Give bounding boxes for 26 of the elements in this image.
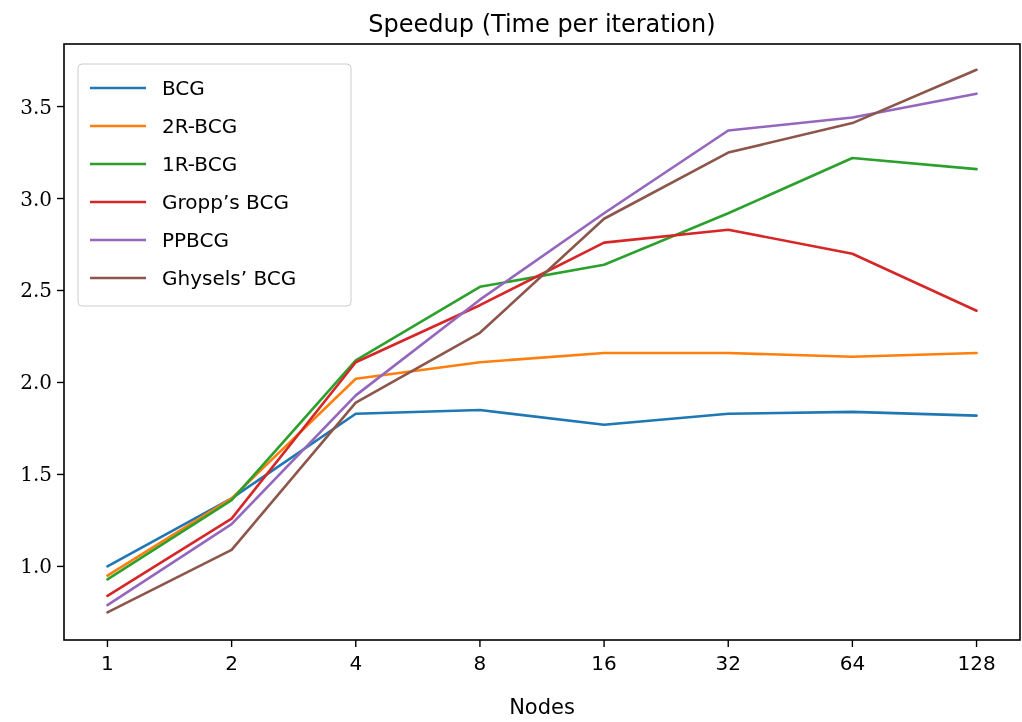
line-series — [106, 351, 978, 577]
x-tick-label: 128 — [957, 651, 996, 675]
line-series — [106, 408, 978, 568]
y-tick-label: 3.0 — [20, 186, 52, 211]
y-tick-label: 1.0 — [20, 554, 52, 579]
legend-label: 2R-BCG — [162, 114, 238, 138]
chart-title: Speedup (Time per iteration) — [368, 10, 716, 38]
legend-label: PPBCG — [162, 228, 229, 252]
legend-label: Ghysels’ BCG — [162, 266, 297, 290]
x-tick-label: 32 — [715, 651, 741, 675]
legend-label: Gropp’s BCG — [162, 190, 289, 214]
y-tick-label: 3.5 — [20, 94, 52, 119]
y-tick-label: 2.0 — [20, 370, 52, 395]
line-series — [106, 156, 978, 581]
x-tick-label: 8 — [473, 651, 487, 675]
x-tick-label: 64 — [839, 651, 866, 675]
legend-label: BCG — [162, 76, 205, 100]
y-tick-label: 1.5 — [20, 462, 52, 487]
legend-label: 1R-BCG — [162, 152, 238, 176]
x-tick-label: 4 — [349, 651, 363, 675]
x-axis-title: Nodes — [509, 695, 575, 719]
x-tick-label: 1 — [101, 651, 114, 675]
line-series — [106, 228, 978, 598]
x-tick-label: 2 — [225, 651, 238, 675]
x-tick-label: 16 — [591, 651, 617, 675]
y-tick-label: 2.5 — [20, 278, 52, 303]
